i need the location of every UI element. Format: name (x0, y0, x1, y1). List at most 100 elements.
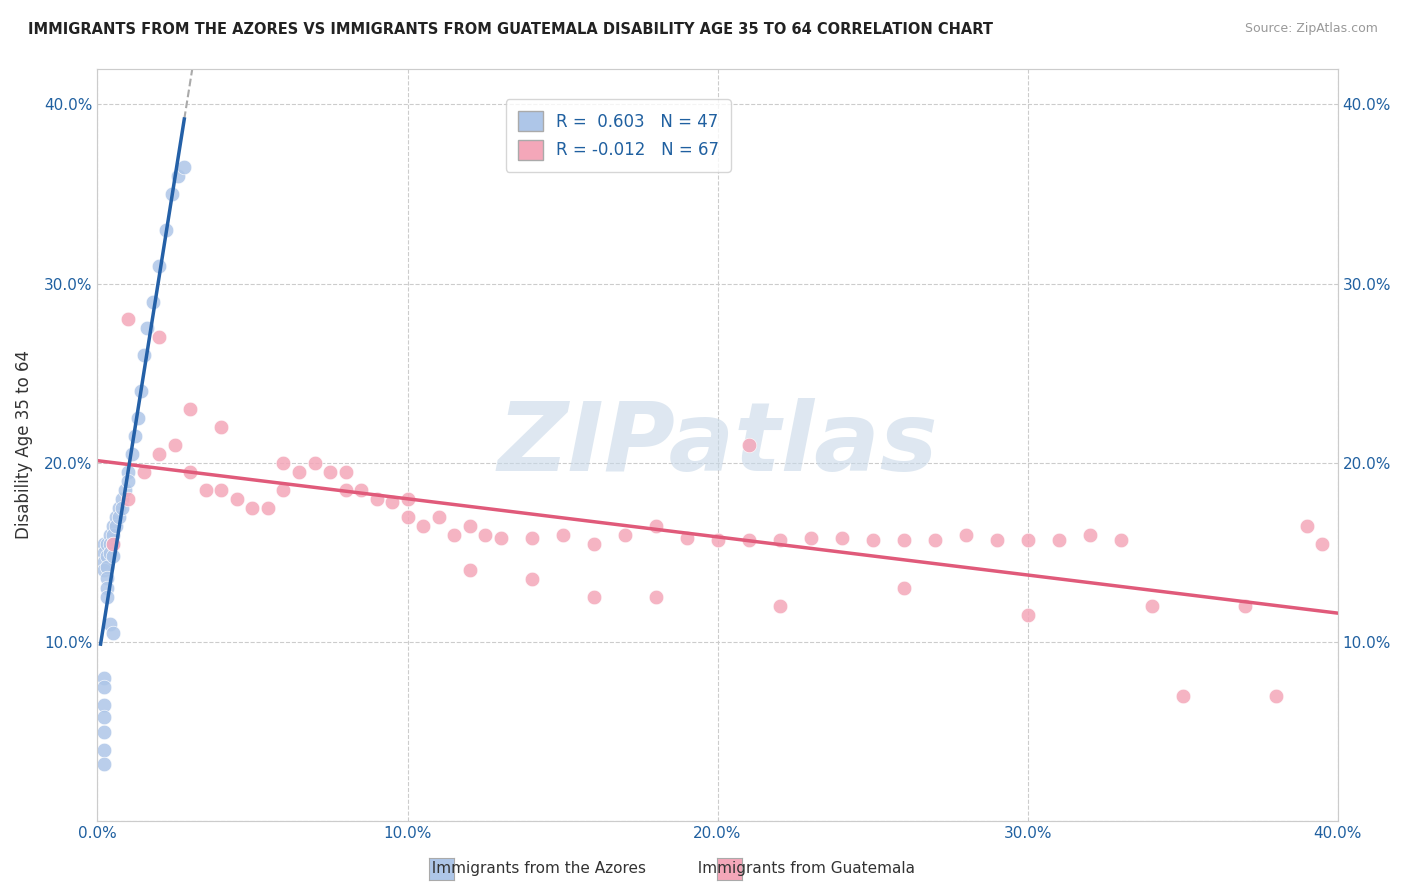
Point (101, 518, 124, 533)
Point (117, 474, 139, 488)
Point (93, 757, 115, 772)
Point (474, 527, 496, 541)
Point (1233, 599, 1256, 614)
Point (121, 447, 143, 461)
Point (93, 680, 115, 694)
Point (1310, 536, 1333, 550)
Point (114, 483, 136, 497)
Point (148, 259, 170, 273)
Point (105, 509, 128, 524)
Point (93, 536, 115, 550)
Point (93, 743, 115, 757)
Point (893, 582, 915, 596)
Point (1017, 608, 1039, 623)
Point (132, 348, 155, 362)
Point (211, 483, 233, 497)
Point (924, 533, 946, 547)
Point (257, 500, 280, 515)
Point (831, 531, 853, 545)
Point (443, 527, 465, 541)
Point (458, 564, 481, 578)
Text: IMMIGRANTS FROM THE AZORES VS IMMIGRANTS FROM GUATEMALA DISABILITY AGE 35 TO 64 : IMMIGRANTS FROM THE AZORES VS IMMIGRANTS… (28, 22, 993, 37)
Point (96, 560, 118, 574)
Point (768, 599, 790, 614)
Point (335, 483, 357, 497)
Point (1017, 533, 1039, 547)
Point (167, 169, 190, 183)
Text: Source: ZipAtlas.com: Source: ZipAtlas.com (1244, 22, 1378, 36)
Point (96, 582, 118, 596)
Point (396, 509, 419, 524)
Point (93, 698, 115, 712)
Point (1109, 533, 1132, 547)
Point (105, 518, 128, 533)
Point (273, 456, 295, 470)
Point (1171, 689, 1194, 703)
Point (489, 531, 512, 545)
Point (304, 456, 326, 470)
Point (226, 491, 249, 506)
Point (335, 465, 357, 479)
Point (582, 536, 605, 550)
Point (381, 495, 404, 509)
Point (101, 536, 124, 550)
Point (101, 536, 124, 550)
Point (195, 483, 218, 497)
Point (288, 465, 311, 479)
Point (1140, 599, 1163, 614)
Point (768, 533, 790, 547)
Point (179, 465, 201, 479)
Point (737, 438, 759, 452)
Point (98, 617, 121, 632)
Point (98, 545, 121, 559)
Point (955, 527, 977, 541)
Text: Immigrants from Guatemala: Immigrants from Guatemala (688, 861, 915, 876)
Point (111, 491, 134, 506)
Point (396, 491, 419, 506)
Point (893, 533, 915, 547)
Point (520, 573, 543, 587)
Point (96, 536, 118, 550)
Point (96, 571, 118, 585)
Point (93, 710, 115, 724)
Point (108, 509, 131, 524)
Point (98, 527, 121, 541)
Point (132, 465, 155, 479)
Point (124, 429, 146, 443)
Point (93, 564, 115, 578)
Point (582, 591, 605, 605)
Point (142, 294, 165, 309)
Point (117, 312, 139, 326)
Point (211, 420, 233, 434)
Point (117, 491, 139, 506)
Point (111, 500, 134, 515)
Point (1295, 518, 1317, 533)
Point (412, 518, 434, 533)
Point (93, 555, 115, 569)
Point (319, 465, 342, 479)
Point (1047, 533, 1070, 547)
Text: Immigrants from the Azores: Immigrants from the Azores (422, 861, 647, 876)
Point (427, 509, 450, 524)
Point (242, 500, 264, 515)
Point (129, 384, 152, 399)
Point (96, 549, 118, 563)
Point (644, 591, 666, 605)
Point (613, 527, 636, 541)
Point (101, 626, 124, 640)
Point (1264, 689, 1286, 703)
Point (93, 545, 115, 559)
Point (136, 321, 159, 335)
Point (737, 533, 759, 547)
Point (551, 527, 574, 541)
Text: ZIPatlas: ZIPatlas (498, 399, 938, 491)
Point (148, 447, 170, 461)
Point (273, 483, 295, 497)
Point (366, 491, 388, 506)
Point (160, 186, 183, 201)
Point (127, 411, 149, 425)
Point (108, 500, 131, 515)
Point (179, 402, 201, 417)
Point (173, 160, 195, 174)
Point (862, 533, 884, 547)
